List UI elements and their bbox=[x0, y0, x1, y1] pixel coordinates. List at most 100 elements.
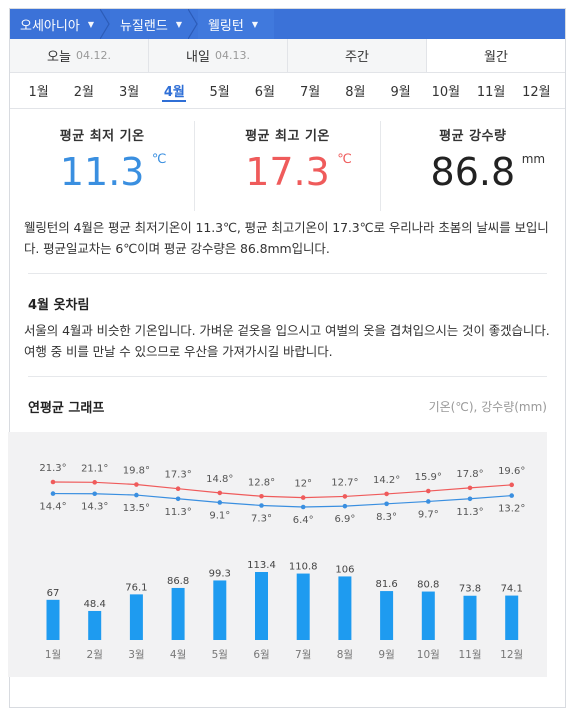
min-temp-label: 9.7° bbox=[418, 509, 439, 520]
clothing-title: 4월 옷차림 bbox=[28, 298, 90, 313]
max-temp-label: 21.1° bbox=[81, 463, 108, 474]
tab-month-10[interactable]: 10월 bbox=[431, 85, 461, 100]
rainfall-bar bbox=[338, 576, 352, 640]
graph-header: 연평균 그래프 기온(℃), 강수량(mm) bbox=[10, 397, 565, 416]
tab-month-8[interactable]: 8월 bbox=[345, 85, 366, 100]
max-temp-point bbox=[467, 485, 473, 491]
tab-month-12[interactable]: 12월 bbox=[522, 85, 551, 100]
tab-today[interactable]: 오늘 04.12. bbox=[10, 39, 149, 72]
x-tick-label: 11월 bbox=[458, 649, 481, 661]
min-temp-line bbox=[52, 492, 512, 508]
max-temp-label: 15.9° bbox=[415, 472, 442, 483]
month-tabs: 1월 2월 3월 4월 5월 6월 7월 8월 9월 10월 11월 12월 bbox=[10, 73, 565, 109]
tab-monthly[interactable]: 월간 bbox=[427, 39, 565, 72]
stat-label: 평균 강수량 bbox=[439, 129, 507, 144]
rainfall-label: 106 bbox=[335, 564, 354, 575]
tab-month-6[interactable]: 6월 bbox=[254, 85, 275, 100]
rainfall-bar bbox=[463, 595, 477, 640]
max-temp-label: 21.3° bbox=[39, 463, 66, 474]
tab-month-3[interactable]: 3월 bbox=[119, 85, 140, 100]
min-temp-point bbox=[50, 491, 56, 496]
min-temp-point bbox=[467, 496, 473, 502]
max-temp-point bbox=[259, 493, 264, 499]
max-temp-label: 17.3° bbox=[164, 470, 191, 481]
stat-label: 평균 최고 기온 bbox=[245, 129, 330, 144]
x-tick-label: 4월 bbox=[170, 649, 186, 661]
tab-label: 내일 bbox=[186, 50, 210, 65]
max-temp-label: 19.8° bbox=[123, 466, 150, 477]
rainfall-bar bbox=[255, 572, 268, 640]
min-temp-point bbox=[217, 500, 223, 505]
rainfall-bar bbox=[129, 594, 143, 640]
tab-label: 오늘 bbox=[47, 50, 71, 65]
min-temp-point bbox=[426, 499, 431, 504]
x-tick-label: 9월 bbox=[378, 649, 394, 661]
breadcrumb-item-city[interactable]: 웰링턴 ▼ bbox=[197, 9, 275, 39]
graph-title: 연평균 그래프 bbox=[28, 401, 105, 416]
stat-unit: ℃ bbox=[151, 152, 167, 167]
min-temp-label: 9.1° bbox=[209, 510, 230, 521]
rainfall-bar bbox=[88, 610, 102, 640]
tab-month-11[interactable]: 11월 bbox=[476, 85, 506, 100]
tab-month-1[interactable]: 1월 bbox=[28, 85, 49, 100]
divider bbox=[28, 273, 547, 274]
breadcrumb-item-country[interactable]: 뉴질랜드 ▼ bbox=[109, 9, 198, 39]
min-temp-label: 8.3° bbox=[376, 512, 397, 523]
min-temp-label: 11.3° bbox=[164, 507, 191, 518]
tab-date: 04.12. bbox=[75, 49, 111, 62]
rainfall-label: 80.8 bbox=[417, 580, 439, 591]
min-temp-point bbox=[384, 501, 389, 507]
max-temp-line bbox=[52, 481, 512, 499]
x-tick-label: 3월 bbox=[128, 649, 144, 661]
tab-month-9[interactable]: 9월 bbox=[390, 85, 411, 100]
min-temp-point bbox=[175, 496, 181, 502]
max-temp-label: 14.2° bbox=[373, 475, 400, 486]
rainfall-bar bbox=[380, 591, 394, 640]
max-temp-point bbox=[426, 488, 431, 494]
min-temp-point bbox=[300, 504, 306, 510]
rainfall-bar bbox=[213, 580, 227, 640]
annual-chart: 21.3° 21.1° 19.8° 17.3° 14.8° 12.8° 12° 12.7° 14… bbox=[8, 432, 547, 677]
min-temp-label: 11.3° bbox=[456, 507, 483, 518]
summary-text: 웰링턴의 4월은 평균 최저기온이 11.3℃, 평균 최고기온이 17.3℃로… bbox=[24, 220, 549, 256]
tab-date: 04.13. bbox=[214, 49, 250, 62]
stat-value: 86.8 bbox=[430, 150, 516, 194]
max-temp-label: 12.7° bbox=[331, 477, 358, 488]
breadcrumb-item-region[interactable]: 오세아니아 ▼ bbox=[10, 9, 110, 39]
tab-month-5[interactable]: 5월 bbox=[209, 85, 230, 100]
rainfall-label: 48.4 bbox=[84, 599, 106, 610]
min-temp-point bbox=[342, 503, 348, 509]
stat-unit: mm bbox=[521, 152, 546, 166]
annual-chart-svg: 21.3° 21.1° 19.8° 17.3° 14.8° 12.8° 12° 12.7° 14… bbox=[39, 463, 525, 661]
rainfall-bar bbox=[46, 599, 60, 640]
min-temp-point bbox=[259, 503, 264, 508]
min-temp-label: 14.3° bbox=[81, 502, 108, 513]
x-tick-label: 5월 bbox=[212, 649, 228, 661]
rainfall-bar bbox=[505, 595, 519, 640]
min-temp-label: 6.4° bbox=[293, 515, 314, 526]
tab-weekly[interactable]: 주간 bbox=[288, 39, 427, 72]
rainfall-label: 81.6 bbox=[375, 579, 397, 590]
breadcrumb-label: 뉴질랜드 bbox=[119, 18, 168, 34]
x-tick-label: 8월 bbox=[337, 649, 353, 661]
tab-month-4[interactable]: 4월 bbox=[152, 73, 197, 108]
min-temp-point bbox=[509, 493, 514, 498]
tab-month-2[interactable]: 2월 bbox=[73, 85, 94, 100]
breadcrumb-label: 오세아니아 bbox=[20, 18, 80, 34]
max-temp-label: 14.8° bbox=[206, 474, 233, 485]
rainfall-label: 67 bbox=[47, 588, 60, 599]
rainfall-label: 74.1 bbox=[501, 584, 523, 595]
max-temp-label: 12.8° bbox=[248, 477, 275, 488]
tab-month-7[interactable]: 7월 bbox=[300, 85, 321, 100]
max-temp-point bbox=[134, 482, 139, 487]
tab-tomorrow[interactable]: 내일 04.13. bbox=[149, 39, 288, 72]
max-temp-point bbox=[342, 494, 348, 499]
x-tick-label: 1월 bbox=[45, 649, 61, 661]
max-temp-point bbox=[509, 482, 514, 488]
min-temp-label: 7.3° bbox=[251, 513, 272, 524]
chevron-down-icon: ▼ bbox=[87, 19, 94, 29]
min-temp-label: 6.9° bbox=[334, 514, 355, 525]
stats-row: 평균 최저 기온 11.3 ℃ 평균 최고 기온 17.3 ℃ 평균 강수량 86.… bbox=[10, 121, 565, 211]
rainfall-bar bbox=[171, 587, 185, 640]
x-tick-label: 6월 bbox=[253, 649, 269, 661]
